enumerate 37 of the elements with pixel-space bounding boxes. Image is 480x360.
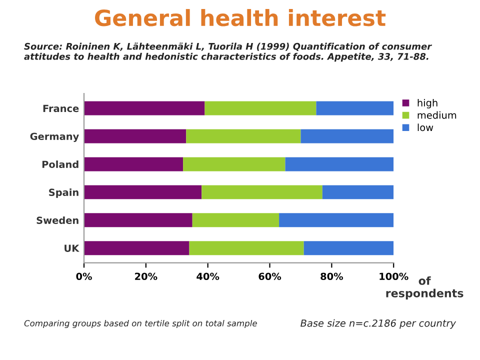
text: Base size n=c.2186 per country xyxy=(300,319,456,329)
x-tick-label: 100% xyxy=(380,272,408,280)
text: Comparing groups based on tertile split on total sample xyxy=(24,320,257,328)
bar xyxy=(300,129,394,144)
bar xyxy=(304,241,394,256)
bar xyxy=(84,241,190,256)
bar xyxy=(84,185,202,200)
bar xyxy=(202,185,322,200)
y-tick-label: France xyxy=(43,104,79,112)
y-tick-label: Spain xyxy=(49,188,78,198)
bar xyxy=(183,157,286,172)
bar xyxy=(279,213,394,228)
bar xyxy=(84,213,192,228)
legend-label: low xyxy=(418,124,434,132)
bar xyxy=(316,101,394,116)
source-note: Source: Roininen K, Lähteenmäki L, Tuorila H (1999) Quantification of consumer attitudes to health and hedonistic characteristics of foods. Appetite, 33, 71-88. xyxy=(24,42,432,62)
bar xyxy=(84,157,184,172)
y-tick-label: Sweden xyxy=(36,216,78,224)
y-tick-label: Poland xyxy=(42,160,78,168)
y-tick-label: Germany xyxy=(30,132,79,142)
bar xyxy=(322,185,394,200)
legend-label: medium xyxy=(418,111,456,119)
x-tick-label: 80% xyxy=(320,272,344,280)
y-tick-label: UK xyxy=(64,244,80,252)
bar xyxy=(189,241,304,256)
chart-title: General health interest xyxy=(95,9,386,26)
x-tick-label: 20% xyxy=(135,272,158,280)
bar xyxy=(84,101,205,116)
bar xyxy=(84,129,186,144)
bar xyxy=(285,157,394,172)
legend-label: high xyxy=(418,98,438,108)
bar xyxy=(204,101,316,116)
x-tick-label: 40% xyxy=(196,272,220,280)
bar xyxy=(186,129,301,144)
x-tick-label: 0% xyxy=(76,272,92,280)
x-tick-label: 60% xyxy=(258,272,282,280)
bar xyxy=(192,213,280,228)
